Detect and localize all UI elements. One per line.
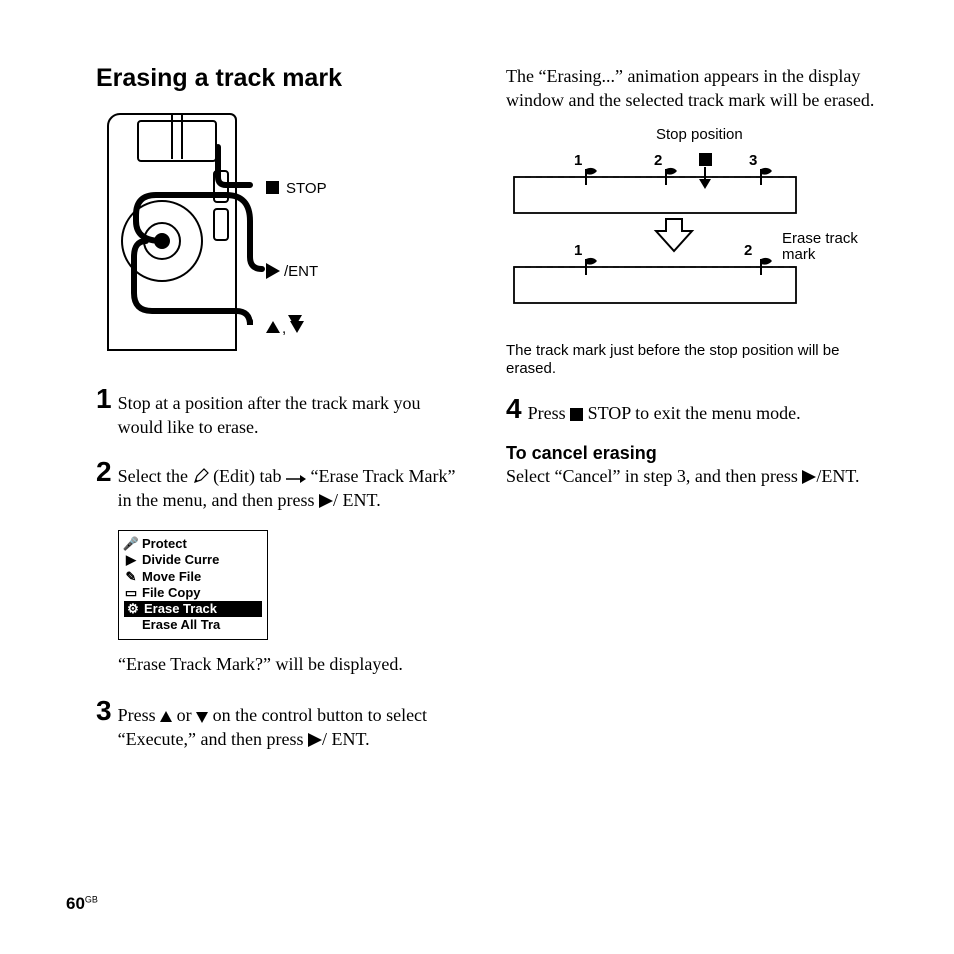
svg-text:mark: mark bbox=[782, 246, 816, 263]
play-icon bbox=[802, 470, 816, 484]
pencil-icon bbox=[193, 468, 209, 484]
display-icon: ▭ bbox=[124, 587, 138, 599]
track-diagram: Stop position 1 2 3 bbox=[506, 123, 886, 328]
label-ent: /ENT bbox=[284, 263, 318, 280]
step-body: Press STOP to exit the menu mode. bbox=[528, 395, 801, 425]
step-body: Stop at a position after the track mark … bbox=[118, 385, 466, 440]
menu-caption: “Erase Track Mark?” will be displayed. bbox=[118, 654, 466, 675]
page-footer: 60GB bbox=[66, 894, 98, 914]
step-number: 4 bbox=[506, 395, 522, 425]
step-1: 1 Stop at a position after the track mar… bbox=[96, 385, 466, 440]
paragraph: The “Erasing...” animation appears in th… bbox=[506, 64, 886, 113]
page-title: Erasing a track mark bbox=[96, 64, 466, 93]
play-icon: ▶ bbox=[124, 555, 138, 567]
stop-position-label: Stop position bbox=[656, 126, 743, 143]
gear-icon: ⚙ bbox=[126, 603, 140, 615]
mic-icon: 🎤 bbox=[124, 538, 138, 550]
step-body: Press or on the control button to select… bbox=[118, 697, 466, 752]
down-triangle-icon bbox=[196, 711, 208, 723]
pencil-icon: ✎ bbox=[124, 571, 138, 583]
page-number: 60 bbox=[66, 894, 85, 913]
mark-num: 1 bbox=[574, 242, 582, 259]
step-number: 2 bbox=[96, 458, 112, 513]
menu-screenshot: 🎤Protect ▶Divide Curre ✎Move File ▭File … bbox=[118, 530, 268, 640]
cancel-body: Select “Cancel” in step 3, and then pres… bbox=[506, 464, 886, 488]
up-triangle-icon bbox=[160, 711, 172, 723]
step-3: 3 Press or on the control button to sele… bbox=[96, 697, 466, 752]
mark-num: 2 bbox=[654, 152, 662, 169]
mark-num: 2 bbox=[744, 242, 752, 259]
step-number: 1 bbox=[96, 385, 112, 440]
step-2: 2 Select the (Edit) tab “Erase Track Mar… bbox=[96, 458, 466, 513]
arrow-right-icon bbox=[286, 474, 306, 484]
label-stop: STOP bbox=[286, 180, 327, 197]
device-illustration: STOP /ENT , bbox=[106, 111, 466, 361]
svg-text:Erase track: Erase track bbox=[782, 230, 858, 247]
play-icon bbox=[308, 733, 322, 747]
cancel-heading: To cancel erasing bbox=[506, 443, 886, 464]
mark-num: 3 bbox=[749, 152, 757, 169]
mark-num: 1 bbox=[574, 152, 582, 169]
step-4: 4 Press STOP to exit the menu mode. bbox=[506, 395, 886, 425]
label-comma: , bbox=[282, 320, 286, 337]
stop-icon bbox=[699, 153, 712, 166]
play-icon bbox=[319, 494, 333, 508]
page-region: GB bbox=[85, 895, 98, 905]
stop-icon bbox=[570, 408, 583, 421]
step-number: 3 bbox=[96, 697, 112, 752]
arrow-down-icon bbox=[656, 219, 692, 251]
step-body: Select the (Edit) tab “Erase Track Mark”… bbox=[118, 458, 466, 513]
diagram-caption: The track mark just before the stop posi… bbox=[506, 342, 886, 380]
